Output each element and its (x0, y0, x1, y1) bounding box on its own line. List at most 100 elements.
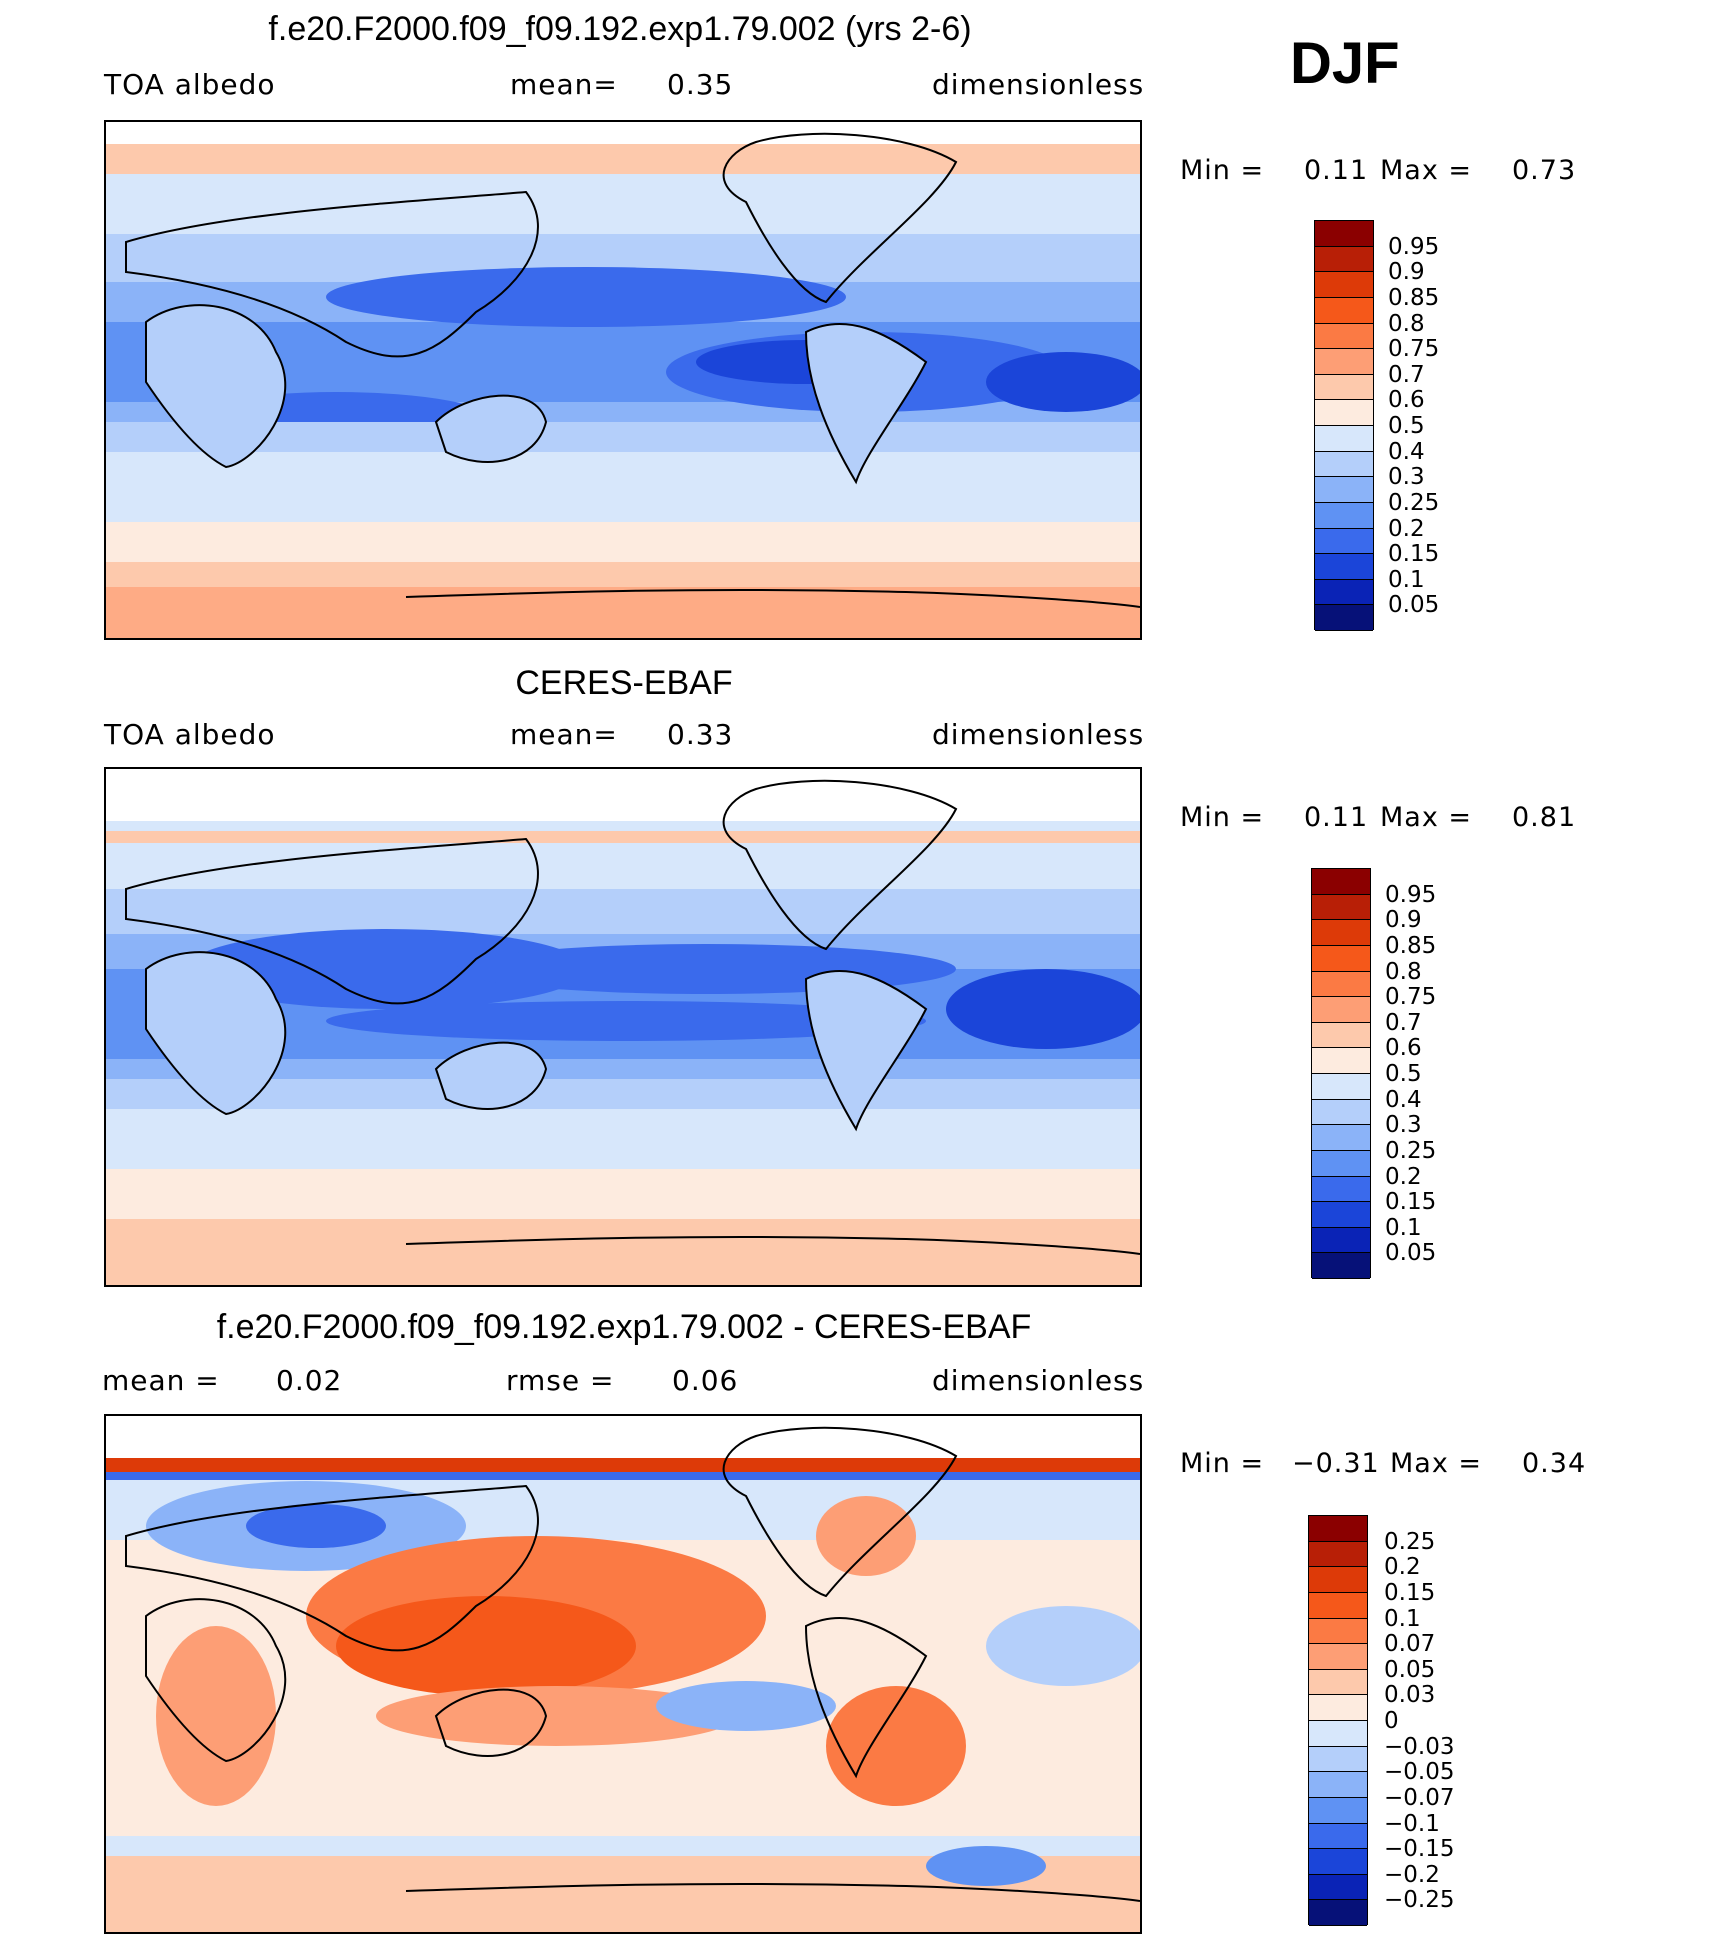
panel-3-units: dimensionless (932, 1364, 1145, 1397)
colorbar-level-label: 0.9 (1388, 259, 1425, 286)
colorbar-box (1315, 605, 1373, 631)
colorbar-level-label: 0.2 (1388, 515, 1425, 542)
panel-3-title: f.e20.F2000.f09_f09.192.exp1.79.002 - CE… (216, 1308, 1032, 1346)
colorbar-box (1312, 945, 1370, 972)
colorbar-level-label: 0.1 (1388, 566, 1425, 593)
colorbar-box (1315, 579, 1373, 606)
colorbar-box (1315, 400, 1373, 426)
colorbar-level-label: 0.85 (1385, 932, 1437, 959)
colorbar-level-label: −0.25 (1384, 1887, 1455, 1914)
colorbar-level-label: 0.05 (1388, 592, 1440, 619)
panel-3-min-label: Min = (1180, 1448, 1265, 1479)
colorbar-level-label: 0.15 (1385, 1189, 1437, 1216)
panel-3-max-value: 0.34 (1522, 1448, 1587, 1479)
colorbar-level-label: 0.3 (1388, 464, 1425, 491)
colorbar-level-label: 0.5 (1388, 413, 1425, 439)
colorbar-box (1315, 221, 1373, 247)
colorbar-box (1312, 1253, 1370, 1279)
colorbar-box (1315, 349, 1373, 375)
colorbar-level-label: 0.8 (1388, 310, 1425, 337)
panel-1-mean-value: 0.35 (667, 68, 734, 101)
colorbar-box (1309, 1669, 1367, 1696)
colorbar-level-label: −0.03 (1384, 1733, 1455, 1760)
colorbar-box (1309, 1849, 1367, 1875)
colorbar-box (1309, 1746, 1367, 1773)
panel-1-max-label: Max = (1380, 155, 1473, 186)
panel-2-map (104, 767, 1142, 1287)
colorbar-box (1309, 1900, 1367, 1926)
colorbar-level-label: 0.05 (1384, 1656, 1436, 1683)
panel-3-rmse-value: 0.06 (672, 1364, 739, 1397)
colorbar-level-label: 0.95 (1385, 881, 1437, 908)
panel-3-mean-value: 0.02 (276, 1364, 343, 1397)
colorbar-box (1312, 1202, 1370, 1228)
colorbar-box (1312, 1022, 1370, 1049)
colorbar-box (1315, 323, 1373, 350)
colorbar-box (1309, 1541, 1367, 1568)
panel-3-rmse-label: rmse = (506, 1364, 615, 1397)
panel-1-colorbar (1314, 220, 1374, 631)
colorbar-box (1312, 1227, 1370, 1254)
colorbar-box (1312, 894, 1370, 921)
panel-3-colorbar (1308, 1515, 1368, 1926)
panel-2-min-label: Min = (1180, 802, 1265, 833)
colorbar-level-label: 0.03 (1384, 1682, 1436, 1709)
colorbar-box (1312, 1150, 1370, 1177)
colorbar-level-label: 0.7 (1385, 1009, 1422, 1036)
panel-2-colorbar-labels: 0.95 0.9 0.85 0.8 0.75 0.7 0.6 0.5 0.4 0.3 0.25 0.2… (1385, 868, 1505, 1278)
panel-2-max-label: Max = (1380, 802, 1473, 833)
colorbar-box (1312, 971, 1370, 998)
panel-3-mean-label: mean = (102, 1364, 220, 1397)
colorbar-level-label: −0.15 (1384, 1836, 1455, 1863)
colorbar-level-label: 0.2 (1384, 1554, 1421, 1581)
colorbar-box (1312, 997, 1370, 1023)
colorbar-box (1315, 502, 1373, 529)
colorbar-level-label: 0.3 (1385, 1112, 1422, 1139)
colorbar-box (1309, 1721, 1367, 1747)
colorbar-level-label: 0.75 (1385, 984, 1437, 1011)
panel-2-title: CERES-EBAF (515, 664, 733, 702)
colorbar-box (1309, 1516, 1367, 1542)
colorbar-box (1312, 1125, 1370, 1151)
colorbar-level-label: 0.07 (1384, 1631, 1436, 1658)
colorbar-level-label: −0.05 (1384, 1759, 1455, 1786)
colorbar-level-label: 0.6 (1388, 387, 1425, 414)
colorbar-level-label: 0.95 (1388, 233, 1440, 260)
colorbar-box (1312, 920, 1370, 946)
colorbar-box (1309, 1644, 1367, 1670)
colorbar-box (1309, 1618, 1367, 1645)
colorbar-box (1309, 1772, 1367, 1798)
colorbar-level-label: 0 (1384, 1708, 1399, 1734)
colorbar-box (1315, 477, 1373, 503)
colorbar-level-label: 0.5 (1385, 1061, 1422, 1087)
model-albedo-field (106, 122, 1140, 638)
colorbar-level-label: 0.25 (1388, 489, 1440, 516)
observed-albedo-field (106, 769, 1140, 1285)
panel-3-min-value: −0.31 (1292, 1448, 1380, 1479)
panel-1-min-label: Min = (1180, 155, 1265, 186)
colorbar-box (1315, 272, 1373, 298)
colorbar-level-label: 0.9 (1385, 907, 1422, 934)
colorbar-level-label: 0.1 (1384, 1605, 1421, 1632)
season-label: DJF (1290, 31, 1400, 96)
panel-1-title: f.e20.F2000.f09_f09.192.exp1.79.002 (yrs… (268, 10, 972, 48)
panel-1-max-value: 0.73 (1512, 155, 1577, 186)
panel-2-units: dimensionless (932, 718, 1145, 751)
colorbar-level-label: −0.1 (1384, 1810, 1440, 1837)
panel-3-map (104, 1414, 1142, 1934)
panel-3-colorbar-labels: 0.25 0.2 0.15 0.1 0.07 0.05 0.03 0 −0.03 −0.05 −0.… (1384, 1515, 1504, 1925)
colorbar-level-label: 0.4 (1385, 1086, 1422, 1113)
colorbar-level-label: −0.2 (1384, 1861, 1440, 1888)
colorbar-box (1312, 1176, 1370, 1203)
colorbar-level-label: 0.7 (1388, 361, 1425, 388)
colorbar-box (1309, 1874, 1367, 1901)
panel-1-mean-label: mean= (510, 68, 618, 101)
colorbar-box (1315, 528, 1373, 555)
colorbar-level-label: 0.4 (1388, 438, 1425, 465)
panel-1-units: dimensionless (932, 68, 1145, 101)
colorbar-level-label: 0.8 (1385, 958, 1422, 985)
colorbar-level-label: 0.05 (1385, 1240, 1437, 1267)
panel-2-colorbar (1311, 868, 1371, 1279)
colorbar-box (1315, 451, 1373, 478)
colorbar-box (1309, 1797, 1367, 1824)
